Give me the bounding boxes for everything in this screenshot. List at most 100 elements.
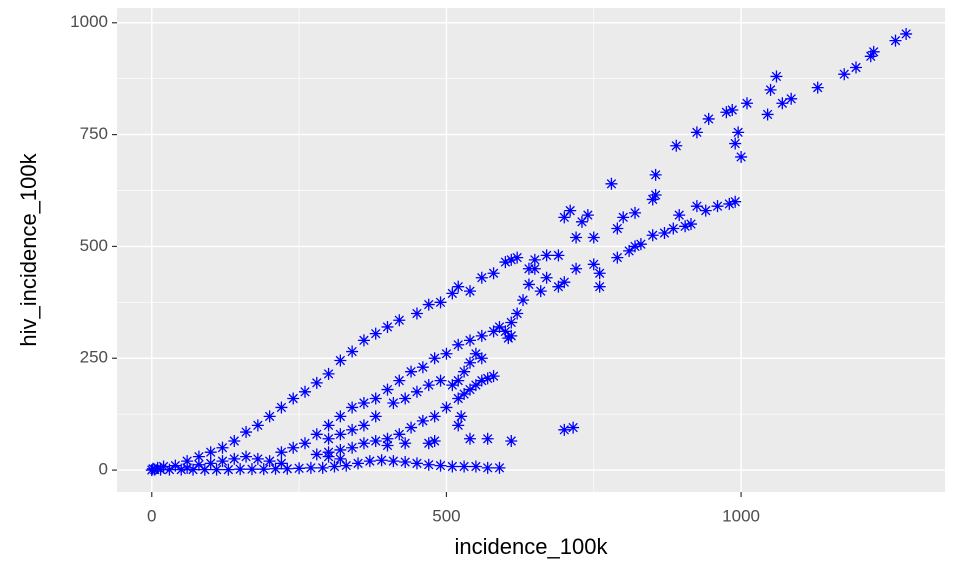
- point: [346, 441, 359, 454]
- point: [505, 435, 518, 448]
- point: [593, 280, 606, 293]
- point: [204, 446, 217, 459]
- point: [381, 439, 394, 452]
- y-tick-label: 250: [80, 348, 108, 367]
- y-axis-label: hiv_incidence_100k: [16, 152, 41, 346]
- point: [393, 374, 406, 387]
- point: [434, 374, 447, 387]
- point: [475, 329, 488, 342]
- point: [481, 432, 494, 445]
- point: [181, 461, 194, 474]
- point: [357, 437, 370, 450]
- point: [505, 329, 518, 342]
- point: [511, 251, 524, 264]
- point: [729, 137, 742, 150]
- point: [469, 460, 482, 473]
- point: [222, 463, 235, 476]
- point: [410, 457, 423, 470]
- point: [428, 410, 441, 423]
- point: [257, 463, 270, 476]
- point: [726, 103, 739, 116]
- point: [192, 458, 205, 471]
- point: [399, 456, 412, 469]
- point: [381, 432, 394, 445]
- point: [228, 452, 241, 465]
- x-tick-label: 0: [147, 506, 156, 525]
- point: [169, 459, 182, 472]
- point: [593, 267, 606, 280]
- point: [646, 193, 659, 206]
- point: [375, 454, 388, 467]
- point: [410, 307, 423, 320]
- point: [558, 211, 571, 224]
- point: [517, 294, 530, 307]
- point: [699, 204, 712, 217]
- point: [405, 365, 418, 378]
- point: [440, 401, 453, 414]
- point: [464, 334, 477, 347]
- point: [487, 267, 500, 280]
- point: [685, 218, 698, 231]
- x-axis-label: incidence_100k: [455, 534, 609, 559]
- point: [732, 126, 745, 139]
- point: [387, 396, 400, 409]
- point: [340, 459, 353, 472]
- point: [240, 426, 253, 439]
- point: [410, 385, 423, 398]
- point: [667, 222, 680, 235]
- point: [416, 414, 429, 427]
- point: [422, 437, 435, 450]
- point: [146, 462, 159, 475]
- point: [649, 168, 662, 181]
- point: [481, 461, 494, 474]
- point: [334, 443, 347, 456]
- point: [464, 432, 477, 445]
- point: [269, 462, 282, 475]
- point: [405, 421, 418, 434]
- point: [558, 276, 571, 289]
- point: [740, 97, 753, 110]
- point: [452, 374, 465, 387]
- point: [540, 271, 553, 284]
- point: [322, 419, 335, 432]
- point: [310, 448, 323, 461]
- point: [428, 352, 441, 365]
- point: [629, 240, 642, 253]
- point: [352, 457, 365, 470]
- point: [452, 338, 465, 351]
- point: [811, 81, 824, 94]
- point: [552, 280, 565, 293]
- point: [163, 463, 176, 476]
- x-tick-label: 500: [432, 506, 460, 525]
- x-tick-label: 1000: [722, 506, 760, 525]
- point: [499, 325, 512, 338]
- point: [357, 419, 370, 432]
- point: [287, 392, 300, 405]
- point: [587, 258, 600, 271]
- point: [623, 244, 636, 257]
- point: [198, 463, 211, 476]
- point: [357, 334, 370, 347]
- point: [690, 200, 703, 213]
- point: [434, 459, 447, 472]
- point: [334, 428, 347, 441]
- y-tick-label: 1000: [70, 12, 108, 31]
- point: [428, 435, 441, 448]
- point: [263, 410, 276, 423]
- point: [867, 45, 880, 58]
- point: [611, 251, 624, 264]
- point: [850, 61, 863, 74]
- point: [658, 227, 671, 240]
- point: [487, 325, 500, 338]
- point: [458, 388, 471, 401]
- point: [346, 423, 359, 436]
- point: [346, 345, 359, 358]
- point: [251, 452, 264, 465]
- point: [838, 68, 851, 81]
- point: [192, 450, 205, 463]
- point: [528, 262, 541, 275]
- point: [889, 34, 902, 47]
- point: [334, 410, 347, 423]
- point: [455, 410, 468, 423]
